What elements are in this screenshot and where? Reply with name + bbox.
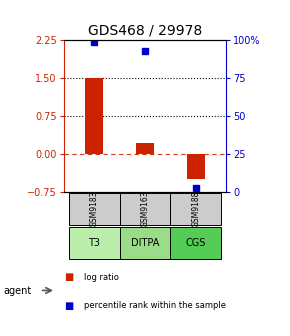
Bar (69, 227, 120, 259)
Text: ■: ■ (64, 301, 73, 311)
Text: log ratio: log ratio (84, 273, 119, 282)
Text: T3: T3 (88, 238, 100, 248)
Text: GSM9163: GSM9163 (140, 191, 150, 227)
Bar (119, 193, 171, 225)
Bar (69, 193, 120, 225)
Text: percentile rank within the sample: percentile rank within the sample (84, 301, 226, 310)
Bar (171, 193, 221, 225)
Text: GSM9183: GSM9183 (90, 191, 99, 227)
Bar (171, 227, 221, 259)
Text: GSM9188: GSM9188 (191, 191, 200, 227)
Bar (136, 143, 154, 154)
Bar (187, 154, 205, 179)
Bar (85, 78, 103, 154)
Text: ■: ■ (64, 272, 73, 282)
Text: CGS: CGS (186, 238, 206, 248)
Text: DITPA: DITPA (131, 238, 159, 248)
Bar (119, 227, 171, 259)
Text: agent: agent (3, 286, 31, 296)
Title: GDS468 / 29978: GDS468 / 29978 (88, 24, 202, 38)
